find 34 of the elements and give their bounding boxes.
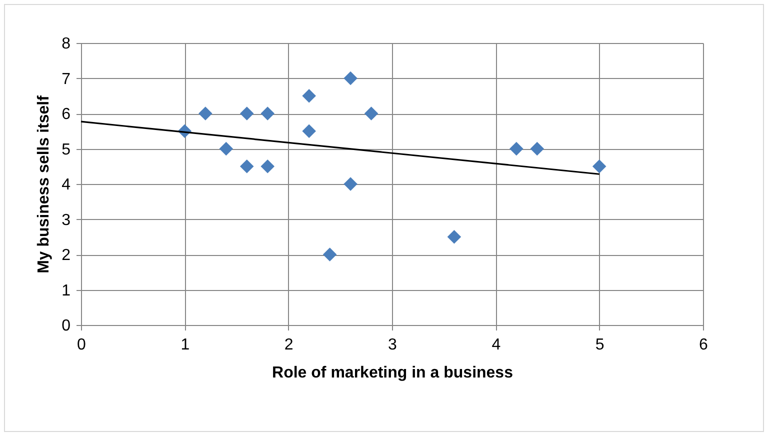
y-tick-label: 1 (62, 282, 71, 300)
y-axis-title: My business sells itself (36, 94, 53, 274)
y-tick-label: 3 (62, 212, 71, 229)
point (302, 124, 316, 138)
x-tick-label: 2 (284, 336, 294, 354)
point (510, 142, 524, 156)
point (302, 88, 316, 103)
y-tick-label: 4 (62, 176, 71, 194)
x-tick-label: 6 (699, 336, 708, 354)
y-tick-label: 2 (62, 247, 71, 264)
x-tick-label: 4 (492, 336, 501, 354)
x-tick-label: 3 (388, 336, 398, 354)
point (364, 106, 378, 120)
y-tick-label: 7 (62, 70, 71, 88)
point (240, 159, 254, 174)
y-tick-label: 0 (62, 318, 71, 334)
y-tick-label: 5 (62, 141, 71, 158)
point (592, 159, 606, 174)
point (322, 248, 337, 262)
point (219, 142, 234, 156)
x-tick-label: 5 (595, 336, 604, 354)
point (344, 71, 358, 86)
point (447, 230, 462, 244)
x-axis-title: Role of marketing in a business (272, 364, 514, 382)
x-tick-label: 0 (77, 336, 86, 354)
point (260, 159, 274, 174)
y-tick-label: 8 (62, 36, 71, 52)
y-tick-label: 6 (62, 106, 71, 123)
point (240, 106, 254, 120)
x-tick-label: 1 (180, 336, 190, 354)
point (530, 142, 544, 156)
point (198, 106, 212, 120)
point (260, 106, 274, 120)
point (344, 177, 358, 191)
